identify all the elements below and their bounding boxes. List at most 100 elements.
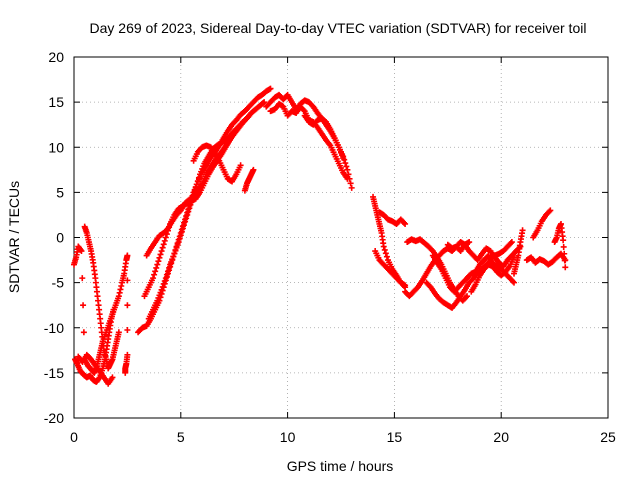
data-point bbox=[176, 235, 183, 242]
x-tick-label: 20 bbox=[493, 429, 509, 445]
data-point bbox=[509, 278, 516, 285]
data-point bbox=[560, 237, 567, 244]
y-tick-label: 20 bbox=[48, 49, 64, 65]
x-tick-label: 5 bbox=[177, 429, 185, 445]
x-tick-label: 0 bbox=[70, 429, 78, 445]
y-tick-label: -15 bbox=[44, 365, 64, 381]
data-point bbox=[162, 275, 169, 282]
data-point bbox=[192, 184, 199, 191]
data-point bbox=[260, 100, 267, 107]
data-point bbox=[173, 244, 180, 251]
data-point bbox=[344, 175, 351, 182]
x-tick-labels: 0 5 10 15 20 25 bbox=[70, 429, 616, 445]
data-point bbox=[519, 227, 526, 234]
data-point bbox=[348, 184, 355, 191]
data-point bbox=[164, 268, 171, 275]
data-point bbox=[186, 205, 193, 212]
data-point bbox=[177, 232, 184, 239]
data-point bbox=[194, 178, 201, 185]
data-point bbox=[158, 286, 165, 293]
data-point bbox=[402, 282, 409, 289]
data-point bbox=[562, 264, 569, 271]
y-tick-label: 10 bbox=[48, 139, 64, 155]
x-tick-label: 10 bbox=[280, 429, 296, 445]
series-trace-x bbox=[530, 207, 554, 241]
data-point bbox=[546, 208, 553, 215]
data-point bbox=[157, 251, 164, 258]
data-point bbox=[161, 237, 168, 244]
data-point bbox=[245, 113, 252, 120]
series-trace-o bbox=[372, 248, 409, 289]
data-point bbox=[195, 174, 202, 181]
data-point bbox=[153, 264, 160, 271]
data-point bbox=[160, 241, 167, 248]
data-point bbox=[172, 247, 179, 254]
data-point bbox=[561, 257, 568, 264]
data-point bbox=[183, 215, 190, 222]
data-point bbox=[342, 160, 349, 167]
data-point bbox=[261, 99, 268, 106]
data-point bbox=[79, 275, 86, 282]
data-point bbox=[187, 201, 194, 208]
data-point bbox=[163, 271, 170, 278]
data-point bbox=[560, 243, 567, 250]
data-point bbox=[343, 163, 350, 170]
data-markers bbox=[71, 85, 569, 387]
data-point bbox=[547, 207, 554, 214]
series-trace-g bbox=[143, 112, 253, 259]
data-point bbox=[166, 264, 173, 271]
data-point bbox=[80, 329, 87, 336]
data-point bbox=[179, 225, 186, 232]
data-point bbox=[110, 306, 117, 313]
data-point bbox=[124, 277, 131, 284]
data-point bbox=[462, 294, 469, 301]
data-point bbox=[250, 166, 257, 173]
data-point bbox=[300, 107, 307, 114]
data-point bbox=[267, 85, 274, 92]
data-point bbox=[184, 211, 191, 218]
y-tick-labels: -20 -15 -10 -5 0 5 10 15 20 bbox=[44, 49, 64, 426]
series-trace-m bbox=[301, 112, 347, 162]
data-point bbox=[193, 181, 200, 188]
series-trace-h bbox=[145, 123, 242, 322]
data-point bbox=[115, 293, 122, 300]
data-point bbox=[383, 253, 390, 260]
y-tick-label: -10 bbox=[44, 320, 64, 336]
y-tick-label: -20 bbox=[44, 410, 64, 426]
data-point bbox=[124, 302, 131, 309]
data-point bbox=[185, 208, 192, 215]
data-point bbox=[80, 302, 87, 309]
data-point bbox=[154, 261, 161, 268]
series-trace-l bbox=[267, 100, 351, 182]
data-point bbox=[122, 369, 129, 376]
data-point bbox=[181, 222, 188, 229]
y-tick-label: 15 bbox=[48, 94, 64, 110]
data-point bbox=[380, 243, 387, 250]
data-point bbox=[210, 147, 217, 154]
series-trace-t bbox=[429, 252, 518, 295]
data-point bbox=[152, 268, 159, 275]
series-trace-r bbox=[402, 239, 473, 300]
series-trace-c bbox=[81, 223, 122, 372]
data-point bbox=[511, 279, 518, 286]
y-axis-label: SDTVAR / TECUs bbox=[6, 181, 22, 293]
y-tick-label: 0 bbox=[56, 230, 64, 246]
series-trace-w bbox=[511, 227, 526, 277]
data-point bbox=[160, 280, 167, 287]
data-point bbox=[118, 283, 125, 290]
y-tick-label: -5 bbox=[52, 275, 65, 291]
data-point bbox=[159, 244, 166, 251]
data-point bbox=[246, 112, 253, 119]
axis-ticks bbox=[73, 56, 609, 419]
data-point bbox=[347, 180, 354, 187]
data-point bbox=[155, 258, 162, 265]
data-point bbox=[161, 278, 168, 285]
series-trace-n bbox=[370, 193, 409, 291]
x-tick-label: 15 bbox=[387, 429, 403, 445]
data-point bbox=[109, 374, 116, 381]
grid-lines bbox=[74, 57, 608, 418]
data-point bbox=[95, 375, 102, 382]
data-point bbox=[115, 329, 122, 336]
data-point bbox=[507, 240, 514, 247]
